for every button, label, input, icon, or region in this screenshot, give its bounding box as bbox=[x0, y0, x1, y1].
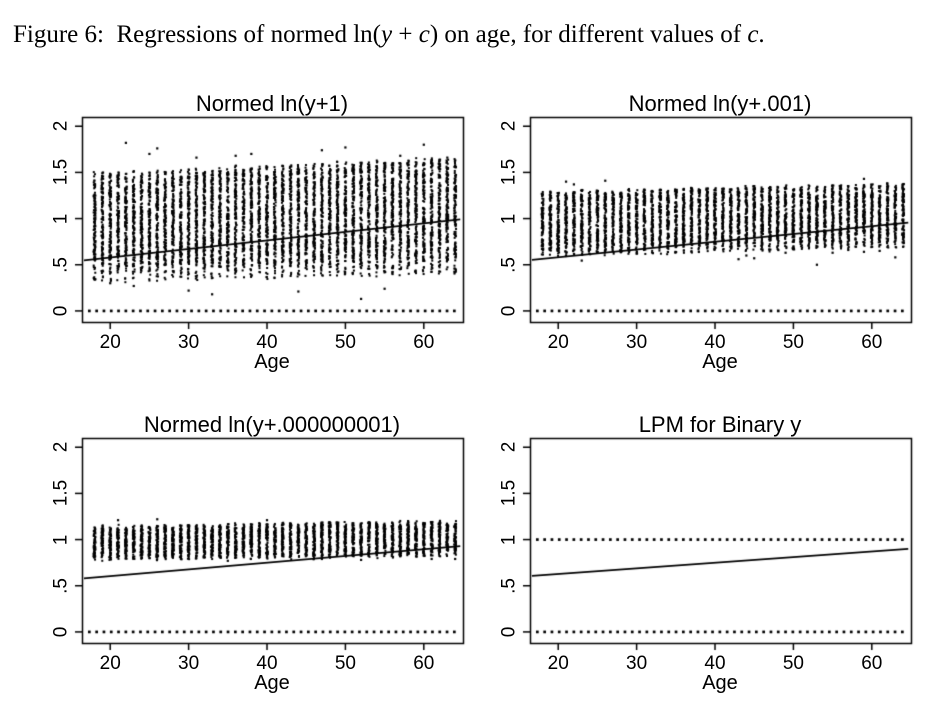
x-tick-label: 40 bbox=[704, 332, 726, 353]
x-tick-label: 50 bbox=[782, 653, 804, 674]
y-tick-label: 2 bbox=[498, 120, 520, 132]
y-tick-label: 1 bbox=[498, 213, 520, 224]
caption-text: Figure 6: Regressions of normed ln( bbox=[13, 21, 382, 48]
x-tick-label: 60 bbox=[861, 332, 883, 353]
x-tick-label: 30 bbox=[178, 332, 200, 353]
x-tick-label: 40 bbox=[256, 653, 278, 674]
x-tick-label: 30 bbox=[178, 653, 200, 674]
y-tick-label: 0 bbox=[50, 305, 72, 317]
x-tick-label: 20 bbox=[99, 332, 121, 353]
x-tick-label: 30 bbox=[626, 332, 648, 353]
figure-caption: Figure 6: Regressions of normed ln(y + c… bbox=[13, 21, 765, 49]
y-tick-label: .5 bbox=[50, 577, 72, 594]
caption-text: . bbox=[758, 21, 765, 48]
x-axis-label-age: Age bbox=[702, 672, 738, 694]
y-tick-label: 0 bbox=[498, 626, 520, 638]
plot-title-normed-ln-y-plus-1: Normed ln(y+1) bbox=[195, 91, 349, 116]
x-tick-label: 30 bbox=[626, 653, 648, 674]
y-tick-label: 1.5 bbox=[498, 480, 520, 507]
x-axis-label-age: Age bbox=[702, 351, 738, 373]
plot-title-lpm-binary-y: LPM for Binary y bbox=[638, 412, 802, 437]
caption-text: ) on age, for different values of bbox=[429, 21, 748, 48]
caption-text: + bbox=[392, 21, 419, 48]
y-tick-label: 2 bbox=[498, 441, 520, 453]
x-tick-label: 50 bbox=[782, 332, 804, 353]
caption-math-var: c bbox=[747, 21, 759, 48]
caption-math-var: c bbox=[418, 21, 430, 48]
x-tick-label: 40 bbox=[704, 653, 726, 674]
y-tick-label: 1 bbox=[50, 534, 72, 545]
y-tick-label: .5 bbox=[498, 256, 520, 273]
y-tick-label: .5 bbox=[498, 577, 520, 594]
y-tick-label: 1.5 bbox=[50, 480, 72, 507]
x-tick-label: 40 bbox=[256, 332, 278, 353]
y-tick-label: 0 bbox=[498, 305, 520, 317]
y-tick-label: 2 bbox=[50, 441, 72, 453]
y-tick-label: 1 bbox=[50, 213, 72, 224]
y-tick-label: 1.5 bbox=[50, 159, 72, 186]
y-tick-label: 2 bbox=[50, 120, 72, 132]
x-tick-label: 50 bbox=[334, 653, 356, 674]
y-tick-label: .5 bbox=[50, 256, 72, 273]
caption-math-var: y bbox=[381, 21, 393, 48]
x-tick-label: 60 bbox=[861, 653, 883, 674]
x-tick-label: 20 bbox=[99, 653, 121, 674]
y-tick-label: 1.5 bbox=[498, 159, 520, 186]
x-tick-label: 20 bbox=[547, 332, 569, 353]
x-tick-label: 60 bbox=[413, 653, 435, 674]
y-tick-label: 1 bbox=[498, 534, 520, 545]
x-tick-label: 20 bbox=[547, 653, 569, 674]
y-tick-label: 0 bbox=[50, 626, 72, 638]
x-axis-label-age: Age bbox=[254, 351, 290, 373]
x-tick-label: 60 bbox=[413, 332, 435, 353]
x-axis-label-age: Age bbox=[254, 672, 290, 694]
plot-title-normed-ln-y-plus-001: Normed ln(y+.001) bbox=[628, 91, 812, 116]
x-tick-label: 50 bbox=[334, 332, 356, 353]
plot-title-normed-ln-y-plus-1e-9: Normed ln(y+.000000001) bbox=[143, 412, 401, 437]
